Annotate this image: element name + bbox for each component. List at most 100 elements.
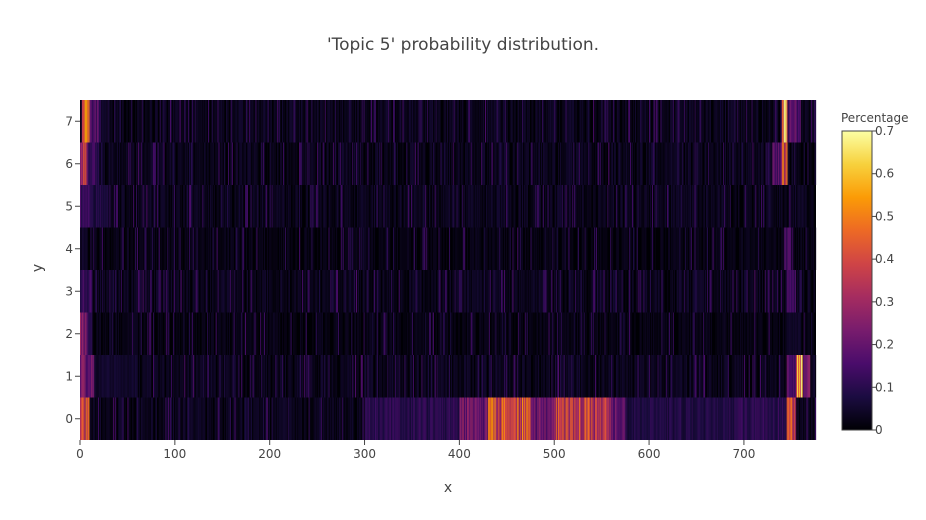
heatmap-cell <box>442 270 444 313</box>
heatmap-cell <box>437 142 439 185</box>
heatmap-cell <box>214 142 216 185</box>
heatmap-cell <box>438 355 440 398</box>
heatmap-cell <box>542 227 544 270</box>
heatmap-cell <box>167 270 169 313</box>
heatmap-cell <box>321 312 323 355</box>
heatmap-cell <box>778 355 780 398</box>
heatmap-cell <box>86 270 88 313</box>
heatmap-cell <box>717 312 719 355</box>
heatmap-cell <box>634 355 636 398</box>
heatmap-cell <box>98 142 100 185</box>
heatmap-cell <box>460 227 462 270</box>
heatmap-cell <box>706 227 709 270</box>
heatmap-cell <box>395 270 397 313</box>
heatmap-row <box>80 142 817 185</box>
heatmap-cell <box>490 100 492 143</box>
heatmap-cell <box>150 355 152 398</box>
heatmap-cell <box>735 142 737 185</box>
heatmap-cell <box>505 227 507 270</box>
heatmap-cell <box>188 312 190 355</box>
heatmap-cell <box>780 397 783 440</box>
heatmap-cell <box>775 185 777 228</box>
heatmap-cell <box>136 312 139 355</box>
heatmap-cell <box>285 100 287 143</box>
heatmap-cell <box>625 100 627 143</box>
heatmap-cell <box>93 397 95 440</box>
heatmap-cell <box>140 270 142 313</box>
heatmap-cell <box>628 100 630 143</box>
heatmap-cell <box>582 355 584 398</box>
heatmap-cell <box>97 312 99 355</box>
heatmap-cell <box>526 355 528 398</box>
heatmap-cell <box>189 270 191 313</box>
heatmap-cell <box>657 397 659 440</box>
heatmap-cell <box>525 142 527 185</box>
heatmap-cell <box>506 142 508 185</box>
heatmap-cell <box>161 100 163 143</box>
heatmap-cell <box>713 185 715 228</box>
heatmap-cell <box>783 142 785 185</box>
heatmap-cell <box>316 100 318 143</box>
heatmap-cell <box>622 100 624 143</box>
heatmap-cell <box>117 270 120 313</box>
heatmap-cell <box>518 142 520 185</box>
heatmap-cell <box>372 355 374 398</box>
heatmap-cell <box>496 185 498 228</box>
heatmap-cell <box>198 397 200 440</box>
heatmap-cell <box>409 142 411 185</box>
heatmap-cell <box>501 100 503 143</box>
heatmap-cell <box>311 355 313 398</box>
heatmap-cell <box>724 270 727 313</box>
heatmap-cell <box>335 185 337 228</box>
heatmap-cell <box>661 142 663 185</box>
heatmap-cell <box>650 227 653 270</box>
heatmap-cell <box>811 355 813 398</box>
heatmap-cell <box>598 185 600 228</box>
heatmap-cell <box>153 312 156 355</box>
heatmap-cell <box>723 100 725 143</box>
heatmap-cell <box>252 185 254 228</box>
heatmap-cell <box>482 355 484 398</box>
heatmap-cell <box>308 355 310 398</box>
heatmap-cell <box>761 270 764 313</box>
heatmap-cell <box>670 227 672 270</box>
heatmap-cell <box>738 397 740 440</box>
heatmap-cell <box>340 100 342 143</box>
heatmap-cell <box>89 100 91 143</box>
heatmap-cell <box>553 142 555 185</box>
heatmap-cell <box>160 312 162 355</box>
heatmap-cell <box>337 397 340 440</box>
heatmap-cell <box>248 397 250 440</box>
heatmap-cell <box>797 142 799 185</box>
heatmap-cell <box>587 142 589 185</box>
heatmap-cell <box>584 270 586 313</box>
heatmap-cell <box>260 142 262 185</box>
heatmap-cell <box>652 397 654 440</box>
heatmap-cell <box>531 185 533 228</box>
heatmap-cell <box>410 397 412 440</box>
heatmap-cell <box>86 142 88 185</box>
heatmap-cell <box>597 355 599 398</box>
heatmap-cell <box>287 185 289 228</box>
heatmap-cell <box>759 397 761 440</box>
heatmap-cell <box>724 142 726 185</box>
heatmap-cell <box>190 397 192 440</box>
heatmap-cell <box>503 185 506 228</box>
heatmap-cell <box>315 142 317 185</box>
heatmap-cell <box>215 227 217 270</box>
heatmap-cell <box>331 227 333 270</box>
heatmap-cell <box>337 185 339 228</box>
heatmap-cell <box>774 397 776 440</box>
heatmap-cell <box>197 355 199 398</box>
heatmap-cell <box>695 185 697 228</box>
heatmap-cell <box>138 312 140 355</box>
heatmap-cell <box>236 100 238 143</box>
heatmap-cell <box>85 270 87 313</box>
heatmap-cell <box>576 355 579 398</box>
heatmap-cell <box>325 312 327 355</box>
heatmap-cell <box>173 142 175 185</box>
heatmap-cell <box>772 270 774 313</box>
heatmap-cell <box>749 397 751 440</box>
heatmap-cell <box>794 312 796 355</box>
heatmap-cell <box>84 185 86 228</box>
